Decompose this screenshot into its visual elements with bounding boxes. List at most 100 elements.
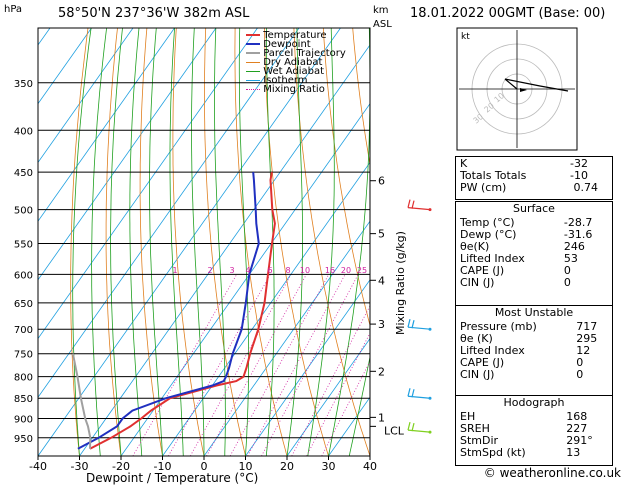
hodograph-box: Hodograph EH 168 SREH 227 StmDir 291° StmSp… — [455, 395, 613, 466]
mixing-ratio-line — [321, 360, 370, 456]
surface-label: θe(K) — [460, 240, 490, 253]
legend-swatch — [246, 52, 260, 54]
wind-barb — [407, 395, 431, 399]
isotherm-line — [38, 28, 300, 398]
datetime-label: 18.01.2022 00GMT (Base: 00) — [410, 6, 606, 21]
mixing-ratio-line — [261, 274, 359, 456]
mu-value: 295 — [576, 332, 598, 345]
surface-label: Lifted Index — [460, 252, 525, 265]
km-tick-label: 5 — [378, 228, 385, 241]
table-row: θe (K) 295 — [456, 333, 612, 345]
pressure-tick-label: 550 — [14, 239, 33, 250]
hodograph-table: EH 168 SREH 227 StmDir 291° StmSpd (kt) 13 — [456, 411, 612, 459]
mixing-ratio-value: 10 — [300, 266, 310, 275]
x-tick-label: -30 — [71, 460, 89, 473]
hodo-value: 227 — [566, 422, 588, 435]
surface-value: -28.7 — [563, 216, 593, 229]
surface-value: 0 — [563, 264, 571, 277]
km-tick-label: 3 — [378, 318, 385, 331]
index-value: 0.74 — [573, 181, 599, 194]
surface-box: Surface Temp (°C) -28.7 Dewp (°C) -31.6 θe… — [455, 201, 613, 306]
dry-adiabat-line — [139, 28, 163, 456]
legend-swatch — [246, 34, 260, 36]
table-row: Lifted Index 53 — [456, 253, 612, 265]
isotherm-line — [0, 28, 9, 456]
legend-label: Temperature — [263, 30, 327, 41]
index-value: -10 — [570, 169, 588, 182]
pressure-tick-label: 750 — [14, 350, 33, 361]
wind-barb-flag — [411, 422, 415, 432]
table-row: Dewp (°C) -31.6 — [456, 229, 612, 241]
km-tick-label: 6 — [378, 175, 385, 188]
legend-item-temperature: Temperature — [246, 30, 346, 41]
x-axis-label: Dewpoint / Temperature (°C) — [86, 471, 259, 485]
legend-label: Dry Adiabat — [263, 57, 323, 68]
hodograph-title: Hodograph — [503, 396, 565, 409]
wind-barb-dot — [428, 396, 432, 400]
table-row: CIN (J) 0 — [456, 277, 612, 289]
mu-label: θe (K) — [460, 332, 493, 345]
hpa-label: hPa — [4, 4, 23, 15]
legend-label: Isotherm — [263, 75, 308, 86]
mu-label: Lifted Index — [460, 344, 525, 357]
mixing-ratio-value: 25 — [357, 266, 367, 275]
pressure-tick-label: 350 — [14, 79, 33, 90]
wind-barb-flag — [411, 320, 415, 329]
hodo-label: StmSpd (kt) — [460, 446, 526, 459]
pressure-tick-label: 700 — [14, 325, 33, 336]
hodo-label: EH — [460, 410, 476, 423]
legend-item-mixing-ratio: Mixing Ratio — [246, 85, 346, 95]
series-line — [71, 353, 92, 449]
km-tick-label: 2 — [378, 365, 385, 378]
x-tick-label: -10 — [154, 460, 172, 473]
x-tick-label: 10 — [239, 460, 253, 473]
lcl-label: LCL — [384, 424, 405, 437]
most-unstable-table: Pressure (mb) 717 θe (K) 295 Lifted Index 1… — [456, 321, 612, 381]
pressure-tick-label: 400 — [14, 126, 33, 137]
mixing-ratio-value: 20 — [341, 266, 351, 275]
pressure-tick-label: 650 — [14, 299, 33, 310]
legend-item-parcel: Parcel Trajectory — [246, 49, 346, 59]
x-tick-label: 0 — [201, 460, 208, 473]
table-row: StmSpd (kt) 13 — [456, 447, 612, 459]
km-tick-label: 1 — [378, 411, 385, 424]
table-row: Pressure (mb) 717 — [456, 321, 612, 333]
wind-barb — [407, 429, 431, 433]
legend-swatch — [246, 70, 260, 72]
indices-table: K -32 Totals Totals -10 PW (cm) 0.74 — [456, 158, 612, 194]
km-label: km — [373, 5, 389, 16]
wet-adiabat-line — [110, 28, 123, 456]
table-row: EH 168 — [456, 411, 612, 423]
mu-value: 717 — [576, 320, 598, 333]
pressure-tick-label: 450 — [14, 168, 33, 179]
legend-swatch — [246, 88, 260, 90]
hodograph-kt-label: kt — [461, 32, 470, 42]
mixing-ratio-line — [247, 274, 346, 456]
mixing-ratio-line — [168, 274, 271, 456]
footer-credit[interactable]: © weatheronline.co.uk — [483, 466, 621, 480]
surface-value: 246 — [563, 240, 585, 253]
dry-adiabat-line — [617, 28, 629, 456]
table-row: Temp (°C) -28.7 — [456, 217, 612, 229]
table-row: θe(K) 246 — [456, 241, 612, 253]
isotherm-line — [38, 28, 92, 105]
wet-adiabat-line — [214, 28, 226, 456]
legend: Temperature Dewpoint Parcel Trajectory D… — [246, 30, 346, 95]
hodo-value: 168 — [566, 410, 588, 423]
km-tick-label: 4 — [378, 274, 385, 287]
mu-label: Pressure (mb) — [460, 320, 537, 333]
table-row: CAPE (J) 0 — [456, 265, 612, 277]
mixing-ratio-line — [132, 274, 238, 456]
wet-adiabat-line — [149, 28, 163, 456]
wind-barb-flag — [407, 199, 411, 208]
table-row: K -32 — [456, 158, 612, 170]
axis-ticks: 350400450500550600650700750800850900950-… — [14, 79, 405, 473]
index-label: K — [460, 157, 468, 170]
legend-item-isotherm: Isotherm — [246, 75, 346, 86]
most-unstable-box: Most Unstable Pressure (mb) 717 θe (K) 295… — [455, 305, 613, 396]
legend-item-wet-adiabat: Wet Adiabat — [246, 67, 346, 77]
wind-barbs — [407, 199, 432, 434]
isotherm-line — [79, 44, 370, 456]
